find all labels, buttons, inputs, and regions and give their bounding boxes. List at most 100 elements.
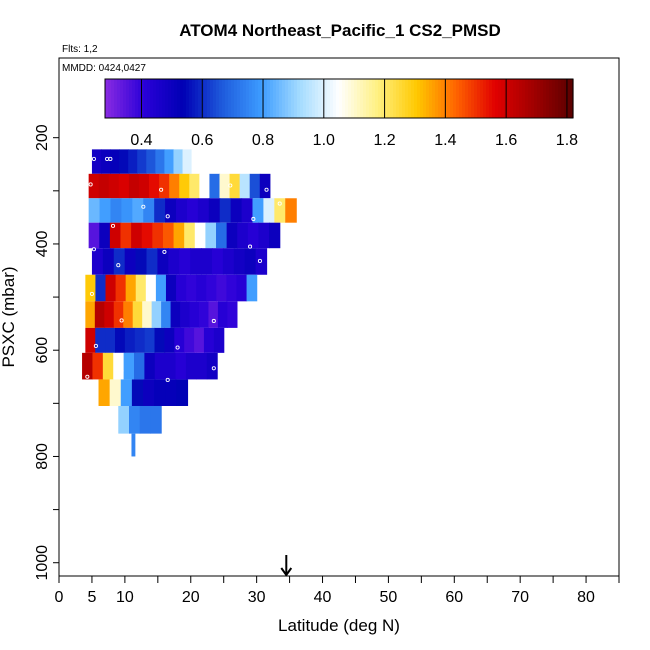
heatmap-cell [219, 173, 231, 199]
colorbar-segment [375, 79, 379, 118]
sample-marker [110, 223, 116, 228]
y-tick-label: 600 [34, 337, 51, 364]
colorbar-segment [489, 79, 493, 118]
heatmap-cell [217, 301, 229, 328]
colorbar-segment [276, 79, 280, 118]
heatmap-cell [99, 222, 111, 249]
colorbar-segment [468, 79, 472, 118]
heatmap-cell [233, 248, 246, 275]
colorbar-segment [111, 79, 115, 118]
colorbar-segment [345, 79, 349, 118]
heatmap-cell [146, 149, 156, 174]
colorbar-tick-label: 1.0 [313, 132, 335, 149]
sample-marker [132, 459, 137, 464]
colorbar-tick-label: 1.6 [495, 132, 517, 149]
colorbar-segment [483, 79, 487, 118]
colorbar-segment [246, 79, 250, 118]
sample-marker [211, 366, 216, 371]
heatmap-cell [155, 149, 166, 174]
heatmap-cell [191, 149, 202, 174]
heatmap-cell [196, 352, 208, 380]
colorbar-segment [264, 79, 268, 118]
heatmap-cell [189, 173, 200, 199]
colorbar-segment [537, 79, 541, 118]
colorbar-segment [336, 79, 340, 118]
heatmap-cell [154, 198, 166, 223]
heatmap-cell [123, 352, 135, 380]
colorbar-segment [372, 79, 376, 118]
heatmap-cell [141, 222, 153, 249]
heatmap-cell [190, 248, 202, 275]
heatmap-cell [154, 327, 166, 353]
colorbar-segment [492, 79, 496, 118]
colorbar-segment [462, 79, 466, 118]
heatmap-cell [85, 301, 96, 328]
heatmap-cell [120, 379, 133, 406]
sample-marker [175, 345, 180, 350]
heatmap-cell [226, 222, 238, 249]
sample-marker [91, 247, 96, 252]
colorbar-segment [360, 79, 364, 118]
colorbar-segment [384, 79, 388, 118]
sample-marker [141, 204, 146, 209]
colorbar-segment [420, 79, 424, 118]
colorbar-segment [546, 79, 550, 118]
colorbar-segment [564, 79, 568, 118]
sample-marker [116, 263, 121, 268]
colorbar-segment [198, 79, 202, 118]
sample-marker [264, 187, 269, 192]
arrow-head [280, 567, 293, 577]
colorbar-segment [354, 79, 358, 118]
heatmap-cell [102, 248, 115, 275]
colorbar-segment [255, 79, 259, 118]
colorbar-segment [270, 79, 274, 118]
colorbar-segment [528, 79, 532, 118]
heatmap-cell [121, 198, 133, 223]
sample-marker [195, 155, 200, 160]
heatmap-cell [91, 149, 102, 174]
colorbar-segment [228, 79, 232, 118]
heatmap-cell [169, 173, 180, 199]
heatmap-cell [85, 327, 96, 353]
colorbar-segment [510, 79, 514, 118]
colorbar-segment [126, 79, 130, 118]
x-tick-label: 10 [116, 589, 134, 606]
plot-frame [58, 57, 620, 577]
heatmap-cell [149, 173, 160, 199]
colorbar: 0.4 0.6 0.8 1.0 1.2 1.4 1.6 1.8 [104, 78, 578, 149]
colorbar-segment [288, 79, 292, 118]
colorbar-segment [393, 79, 397, 118]
colorbar-tick-label: 0.8 [252, 132, 274, 149]
sample-marker [251, 216, 256, 222]
colorbar-segment [327, 79, 331, 118]
heatmap-cell [154, 379, 166, 406]
x-tick-label: 5 [87, 589, 96, 606]
colorbar-segment [450, 79, 454, 118]
colorbar-segment [459, 79, 463, 118]
colorbar-segment [192, 79, 196, 118]
colorbar-segment [105, 79, 109, 118]
colorbar-segment [435, 79, 439, 118]
colorbar-segment [294, 79, 298, 118]
colorbar-segment [243, 79, 247, 118]
heatmap-cell [146, 248, 159, 275]
heatmap-cell [180, 301, 191, 328]
heatmap-cell [118, 173, 130, 199]
colorbar-segment [351, 79, 355, 118]
heatmap-cell [142, 301, 153, 328]
colorbar-segment [405, 79, 409, 118]
colorbar-segment [486, 79, 490, 118]
heatmap-cell [170, 301, 181, 328]
sample-marker [277, 201, 282, 206]
heatmap-cell [119, 149, 129, 174]
heatmap-cell [252, 198, 265, 223]
y-tick-label: 200 [34, 124, 51, 151]
colorbar-segment [183, 79, 187, 118]
heatmap-cell [113, 301, 124, 328]
heatmap-cell [184, 327, 195, 353]
colorbar-segment [456, 79, 460, 118]
colorbar-segment [318, 79, 322, 118]
heatmap-cell [203, 327, 215, 353]
heatmap-cell [102, 352, 114, 380]
heatmap-cell [131, 433, 136, 457]
